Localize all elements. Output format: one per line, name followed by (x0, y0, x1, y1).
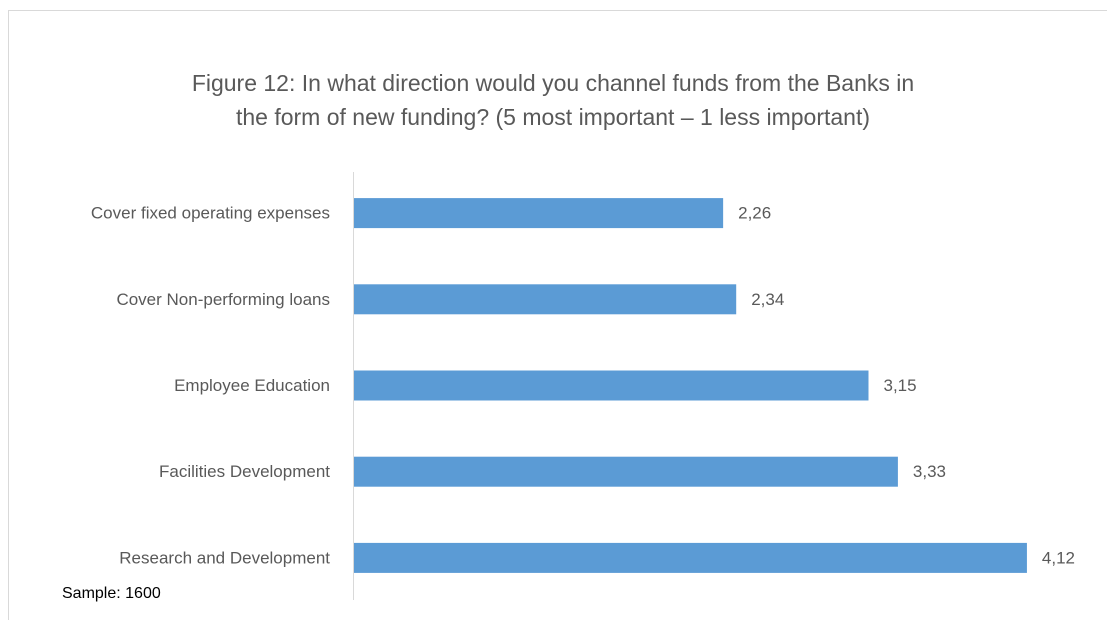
chart-title: the form of new funding? (5 most importa… (236, 104, 870, 130)
category-label: Cover Non-performing loans (116, 290, 330, 309)
chart-frame (8, 10, 1107, 620)
category-label: Cover fixed operating expenses (91, 204, 330, 223)
chart-title: Figure 12: In what direction would you c… (192, 70, 914, 96)
bar (354, 456, 898, 487)
bar (354, 370, 869, 401)
value-label: 2,34 (751, 290, 784, 309)
bar (354, 284, 737, 315)
value-label: 4,12 (1042, 548, 1075, 567)
annotation: Sample: 1600 (62, 585, 161, 602)
value-label: 3,33 (913, 462, 946, 481)
value-label: 2,26 (738, 204, 771, 223)
category-label: Facilities Development (159, 462, 330, 481)
value-label: 3,15 (884, 376, 917, 395)
bar (354, 198, 724, 229)
bar (354, 542, 1027, 573)
category-label: Employee Education (174, 376, 330, 395)
category-label: Research and Development (119, 548, 330, 567)
